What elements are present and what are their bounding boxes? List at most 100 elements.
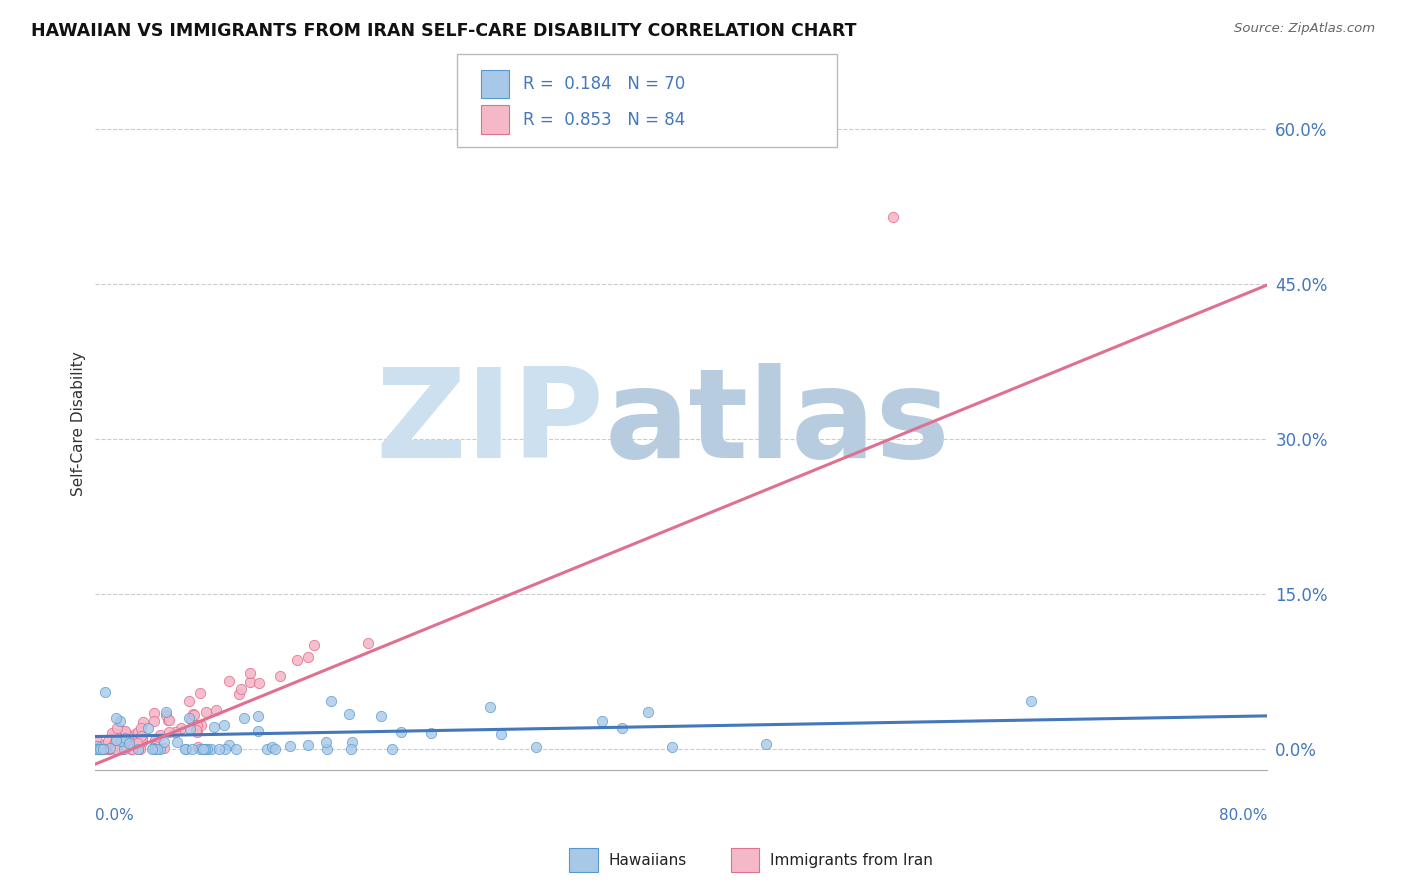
- Point: [131, 735, 153, 749]
- Point: [1019, 694, 1042, 708]
- Point: [177, 693, 200, 707]
- Point: [661, 739, 683, 754]
- Point: [86, 739, 108, 753]
- Point: [239, 674, 262, 689]
- Point: [238, 666, 260, 681]
- Point: [297, 650, 319, 665]
- Point: [389, 724, 412, 739]
- Point: [98, 739, 121, 754]
- Y-axis label: Self-Care Disability: Self-Care Disability: [72, 351, 86, 496]
- Point: [127, 725, 149, 739]
- Point: [97, 734, 120, 748]
- Point: [104, 742, 127, 756]
- Point: [136, 722, 159, 736]
- Point: [97, 742, 120, 756]
- Point: [98, 742, 121, 756]
- Point: [100, 725, 122, 739]
- Point: [755, 737, 778, 751]
- Point: [114, 724, 136, 739]
- Point: [228, 687, 250, 701]
- Point: [205, 703, 228, 717]
- Point: [195, 705, 218, 719]
- Text: Hawaiians: Hawaiians: [609, 854, 688, 868]
- Point: [84, 740, 107, 755]
- Point: [340, 735, 363, 749]
- Point: [231, 681, 253, 696]
- Point: [180, 712, 202, 726]
- Point: [155, 708, 177, 723]
- Point: [118, 736, 141, 750]
- Point: [121, 742, 143, 756]
- Point: [84, 742, 107, 756]
- Point: [90, 742, 112, 756]
- Point: [262, 740, 284, 755]
- Text: ZIP: ZIP: [375, 363, 605, 484]
- Point: [225, 742, 247, 756]
- Point: [187, 739, 209, 754]
- Point: [104, 734, 127, 748]
- Point: [188, 686, 211, 700]
- Point: [132, 714, 155, 729]
- Point: [479, 699, 502, 714]
- Point: [218, 738, 240, 752]
- Point: [278, 739, 301, 753]
- Point: [218, 674, 240, 689]
- Point: [321, 694, 343, 708]
- Point: [86, 734, 108, 748]
- Point: [173, 742, 195, 756]
- Point: [190, 718, 212, 732]
- Point: [166, 735, 188, 749]
- Point: [94, 742, 117, 756]
- Point: [124, 727, 146, 741]
- Point: [637, 705, 659, 719]
- Point: [112, 723, 135, 738]
- Point: [179, 723, 201, 737]
- Text: Source: ZipAtlas.com: Source: ZipAtlas.com: [1234, 22, 1375, 36]
- Point: [247, 723, 270, 738]
- Point: [98, 741, 121, 756]
- Point: [179, 710, 201, 724]
- Point: [315, 735, 337, 749]
- Point: [84, 742, 107, 756]
- Point: [149, 742, 172, 756]
- Point: [194, 742, 217, 756]
- Point: [97, 742, 120, 756]
- Point: [104, 726, 127, 740]
- Point: [121, 739, 143, 754]
- Point: [337, 706, 360, 721]
- Point: [184, 723, 207, 738]
- Point: [200, 742, 222, 756]
- Point: [357, 636, 380, 650]
- Point: [84, 742, 107, 756]
- Point: [247, 709, 270, 723]
- Point: [131, 731, 153, 745]
- Point: [114, 727, 136, 741]
- Point: [97, 742, 120, 756]
- Point: [129, 721, 152, 735]
- Point: [108, 714, 131, 728]
- Text: 80.0%: 80.0%: [1219, 808, 1267, 823]
- Point: [104, 732, 127, 747]
- Point: [183, 708, 205, 723]
- Point: [212, 718, 235, 732]
- Point: [143, 739, 166, 753]
- Point: [93, 742, 115, 756]
- Point: [304, 638, 326, 652]
- Text: 0.0%: 0.0%: [94, 808, 134, 823]
- Point: [101, 739, 124, 753]
- Point: [129, 742, 152, 756]
- Text: HAWAIIAN VS IMMIGRANTS FROM IRAN SELF-CARE DISABILITY CORRELATION CHART: HAWAIIAN VS IMMIGRANTS FROM IRAN SELF-CA…: [31, 22, 856, 40]
- Point: [86, 741, 108, 756]
- Point: [315, 742, 337, 756]
- Point: [90, 739, 112, 754]
- Point: [165, 724, 187, 739]
- Point: [155, 706, 177, 720]
- Point: [181, 706, 204, 721]
- Point: [269, 669, 291, 683]
- Point: [591, 714, 613, 728]
- Point: [153, 734, 176, 748]
- Point: [89, 742, 111, 756]
- Point: [247, 675, 270, 690]
- Point: [89, 742, 111, 756]
- Point: [489, 727, 512, 741]
